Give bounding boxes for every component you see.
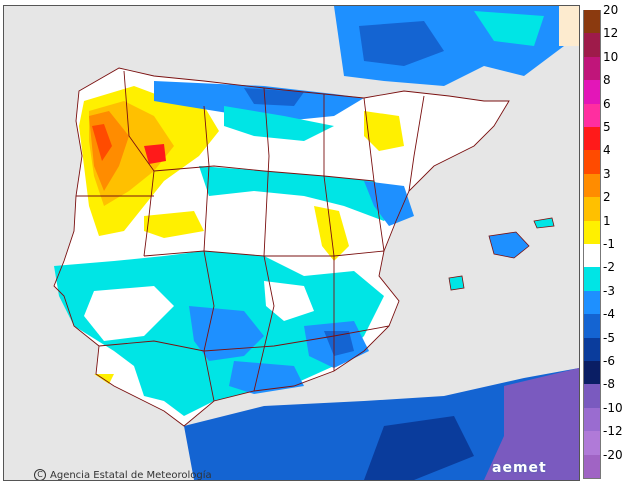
anomaly-nw-red bbox=[92, 124, 112, 161]
legend-swatch bbox=[583, 33, 601, 57]
legend-swatch bbox=[583, 220, 601, 244]
legend-label: 1 bbox=[603, 213, 611, 228]
legend-label: -5 bbox=[603, 330, 615, 345]
color-legend: 20 12 10 8 6 5 4 3 2 1 -1 -2 -3 -4 -5 -6 -8 -10 -12 -20 bbox=[583, 4, 630, 479]
map-graphic bbox=[4, 6, 579, 480]
legend-label: -8 bbox=[603, 377, 615, 392]
legend-label: -3 bbox=[603, 283, 615, 298]
legend-swatch bbox=[583, 361, 601, 385]
province-borders bbox=[53, 67, 510, 427]
copyright-icon: C bbox=[34, 469, 46, 480]
legend-swatch bbox=[583, 127, 601, 151]
credit-label: Agencia Estatal de Meteorología bbox=[50, 469, 212, 481]
sea-anomaly-south-dark bbox=[364, 416, 474, 480]
credit-text: C Agencia Estatal de Meteorología bbox=[34, 469, 212, 481]
legend-swatch bbox=[583, 150, 601, 174]
legend-label: 12 bbox=[603, 26, 619, 41]
legend-label: -12 bbox=[603, 424, 623, 439]
sea-anomaly-southeast bbox=[484, 368, 579, 480]
legend-label: 8 bbox=[603, 73, 611, 88]
legend-swatch bbox=[583, 103, 601, 127]
legend-label: 20 bbox=[603, 3, 619, 17]
legend-swatch bbox=[583, 80, 601, 104]
anomaly-nw-red-spot bbox=[144, 144, 166, 164]
legend-label: -2 bbox=[603, 260, 615, 275]
legend-label: 2 bbox=[603, 190, 611, 205]
legend-swatch bbox=[583, 173, 601, 198]
anomaly-north-cyan bbox=[224, 106, 334, 141]
sea-anomaly-north-cyan bbox=[474, 11, 544, 46]
anomaly-south-blue-3 bbox=[229, 361, 304, 394]
legend-swatch bbox=[583, 407, 601, 432]
anomaly-south-blue-1 bbox=[189, 306, 264, 361]
balearic-ibiza bbox=[449, 276, 464, 290]
anomaly-north-dark bbox=[244, 88, 304, 106]
legend-label: 5 bbox=[603, 120, 611, 134]
legend-label: 3 bbox=[603, 166, 611, 181]
island-borders bbox=[448, 217, 555, 291]
legend-label: 10 bbox=[603, 49, 619, 64]
anomaly-map: C Agencia Estatal de Meteorología aemet bbox=[3, 5, 580, 481]
anomaly-east-blue bbox=[364, 181, 414, 226]
legend-label: -20 bbox=[603, 447, 623, 462]
legend-swatch bbox=[583, 314, 601, 338]
legend-swatch bbox=[583, 56, 601, 81]
legend-swatch bbox=[583, 10, 601, 34]
legend-label: -10 bbox=[603, 400, 623, 415]
white-area-south-center bbox=[264, 281, 314, 321]
legend-swatch bbox=[583, 290, 601, 315]
anomaly-south-dark bbox=[324, 331, 354, 356]
legend-swatch bbox=[583, 454, 601, 478]
anomaly-central-west-yellow bbox=[144, 211, 204, 238]
legend-label: 6 bbox=[603, 96, 611, 111]
legend-bottom-edge bbox=[583, 478, 601, 479]
legend-swatch bbox=[583, 267, 601, 291]
legend-label: -1 bbox=[603, 237, 615, 251]
legend-swatch bbox=[583, 197, 601, 221]
legend-label: 4 bbox=[603, 143, 611, 158]
balearic-mallorca bbox=[489, 232, 529, 258]
sea-anomaly-north-dark bbox=[359, 21, 444, 66]
france-land bbox=[559, 6, 579, 46]
aemet-logo: aemet bbox=[492, 460, 547, 476]
legend-swatch bbox=[583, 244, 601, 268]
legend-swatch bbox=[583, 431, 601, 455]
legend-label: -6 bbox=[603, 354, 615, 368]
legend-swatch bbox=[583, 384, 601, 408]
anomaly-ne-yellow bbox=[364, 111, 404, 151]
white-area-sw bbox=[84, 286, 174, 341]
anomaly-central-cyan bbox=[199, 166, 399, 221]
sea-anomaly-south bbox=[184, 368, 579, 480]
legend-swatch bbox=[583, 337, 601, 361]
legend-label: -4 bbox=[603, 307, 615, 322]
